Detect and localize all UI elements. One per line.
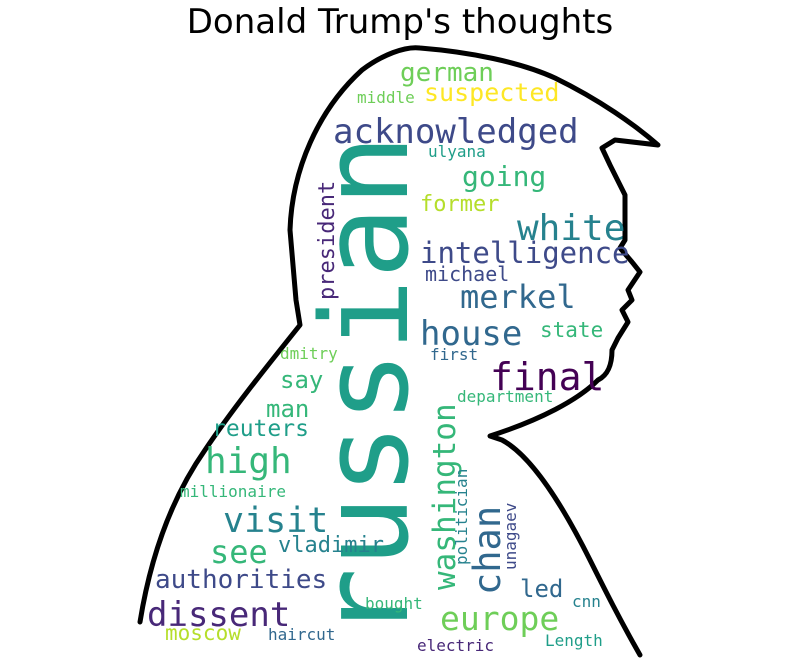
word-white: white xyxy=(517,208,625,249)
word-russian: russian xyxy=(297,134,436,640)
word-merkel: merkel xyxy=(460,278,576,316)
word-led: led xyxy=(520,575,563,603)
silhouette-outline xyxy=(137,45,661,658)
word-unagaev: unagaev xyxy=(501,503,520,570)
word-electric: electric xyxy=(417,636,494,655)
word-length: Length xyxy=(545,631,603,650)
word-acknowledged: acknowledged xyxy=(333,112,579,152)
word-visit: visit xyxy=(223,501,328,541)
word-michael: michael xyxy=(425,262,509,286)
word-bought: bought xyxy=(365,594,423,613)
word-say: say xyxy=(280,366,323,394)
word-final: final xyxy=(490,355,604,399)
word-cnn: cnn xyxy=(572,592,601,611)
word-moscow: moscow xyxy=(165,621,241,645)
word-reuters: reuters xyxy=(212,416,309,442)
word-german: german xyxy=(400,58,494,88)
word-chan: chan xyxy=(466,506,509,595)
word-high: high xyxy=(205,441,292,482)
word-vladimir: vladimir xyxy=(278,533,384,558)
word-dissent: dissent xyxy=(147,595,290,635)
word-europe: europe xyxy=(440,599,559,638)
word-former: former xyxy=(420,192,499,217)
word-suspected: suspected xyxy=(424,78,559,107)
word-first: first xyxy=(430,345,478,364)
word-intelligence: intelligence xyxy=(420,236,630,270)
word-middle: middle xyxy=(357,88,415,107)
word-going: going xyxy=(462,160,546,193)
word-dmitry: dmitry xyxy=(280,344,338,363)
word-state: state xyxy=(540,318,603,342)
word-haircut: haircut xyxy=(268,625,335,644)
word-man: man xyxy=(266,395,309,423)
word-house: house xyxy=(420,314,522,354)
word-authorities: authorities xyxy=(155,565,327,595)
word-ulyana: ulyana xyxy=(428,142,486,161)
word-see: see xyxy=(210,533,268,571)
chart-title: Donald Trump's thoughts xyxy=(186,2,614,42)
word-department: department xyxy=(457,387,553,406)
word-millionaire: millionaire xyxy=(180,482,286,501)
word-president: president xyxy=(315,181,340,300)
word-politician: politician xyxy=(452,469,471,565)
word-washington: washington xyxy=(427,403,463,590)
